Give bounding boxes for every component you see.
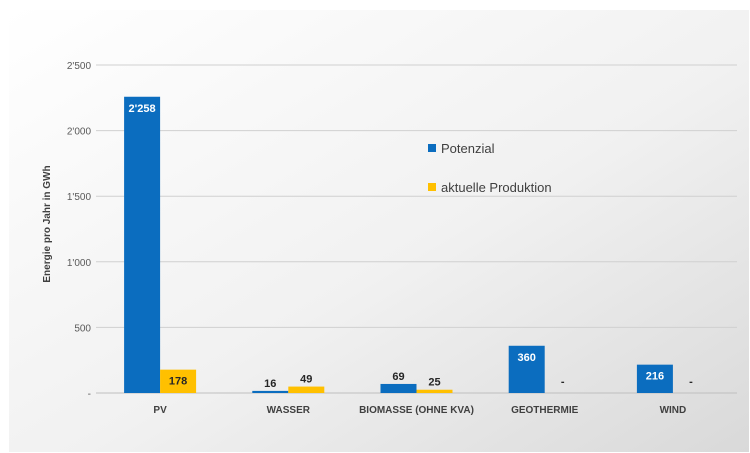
data-label: 2'258 (129, 103, 156, 115)
data-label: - (561, 376, 565, 388)
legend-swatch (428, 183, 436, 191)
data-label: 25 (428, 377, 440, 389)
y-tick-label: 2'000 (67, 127, 92, 138)
y-tick-label: - (88, 389, 91, 400)
x-tick-label: WASSER (267, 405, 311, 416)
legend-label: Potenzial (441, 141, 495, 156)
bar-potenzial (252, 390, 289, 393)
legend: Potenzial aktuelle Produktion (428, 141, 552, 195)
y-tick-label: 500 (74, 323, 91, 334)
x-tick-label: GEOTHERMIE (511, 405, 579, 416)
data-label: 69 (392, 371, 404, 383)
bar-aktuelle-produktion (288, 386, 325, 393)
bar-potenzial (380, 383, 417, 393)
x-tick-label: BIOMASSE (OHNE KVA) (359, 405, 474, 416)
bar-aktuelle-produktion (160, 369, 197, 393)
legend-swatch (428, 144, 436, 152)
data-label: 178 (169, 376, 187, 388)
y-axis-tick-labels: - 500 1'000 1'500 2'000 2'500 (67, 61, 92, 400)
gridlines (96, 64, 737, 394)
bars (124, 96, 673, 393)
bar-aktuelle-produktion (416, 389, 453, 393)
x-tick-label: WIND (660, 405, 687, 416)
x-tick-label: PV (153, 405, 167, 416)
data-label: 360 (518, 352, 536, 364)
y-axis-title: Energie pro Jahr in GWh (42, 165, 53, 282)
y-tick-label: 1'000 (67, 258, 92, 269)
data-label: 216 (646, 371, 664, 383)
y-tick-label: 2'500 (67, 61, 92, 72)
bar-potenzial (508, 345, 545, 393)
bar-potenzial (636, 364, 673, 393)
legend-label: aktuelle Produktion (441, 180, 552, 195)
data-labels: 2'258 178 16 49 69 25 360 - 216 - (129, 103, 694, 390)
data-label: 16 (264, 378, 276, 390)
data-label: 49 (300, 374, 312, 386)
x-axis-tick-labels: PV WASSER BIOMASSE (OHNE KVA) GEOTHERMIE WIN… (153, 405, 686, 416)
y-tick-label: 1'500 (67, 192, 92, 203)
bar-potenzial (124, 96, 161, 393)
data-label: - (689, 376, 693, 388)
